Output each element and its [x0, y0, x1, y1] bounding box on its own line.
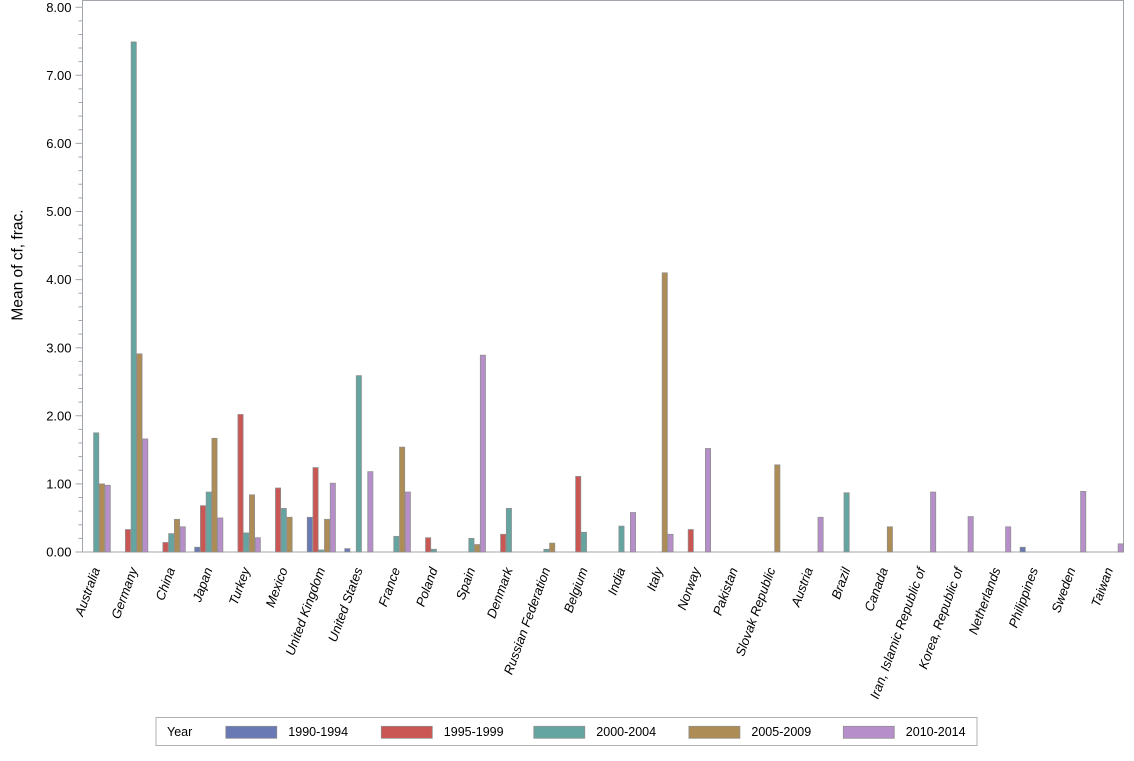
svg-text:0.00: 0.00 [46, 545, 71, 560]
svg-text:2005-2009: 2005-2009 [751, 725, 811, 739]
svg-text:1995-1999: 1995-1999 [444, 725, 504, 739]
svg-text:2010-2014: 2010-2014 [906, 725, 966, 739]
svg-text:8.00: 8.00 [46, 0, 71, 15]
svg-text:1990-1994: 1990-1994 [288, 725, 348, 739]
svg-text:5.00: 5.00 [46, 204, 71, 219]
svg-text:4.00: 4.00 [46, 272, 71, 287]
svg-text:7.00: 7.00 [46, 68, 71, 83]
svg-text:3.00: 3.00 [46, 340, 71, 355]
svg-text:Mean of cf, frac.: Mean of cf, frac. [10, 209, 27, 320]
svg-text:2.00: 2.00 [46, 408, 71, 423]
svg-text:Year: Year [167, 725, 192, 739]
svg-text:1.00: 1.00 [46, 477, 71, 492]
svg-text:6.00: 6.00 [46, 136, 71, 151]
svg-text:2000-2004: 2000-2004 [596, 725, 656, 739]
